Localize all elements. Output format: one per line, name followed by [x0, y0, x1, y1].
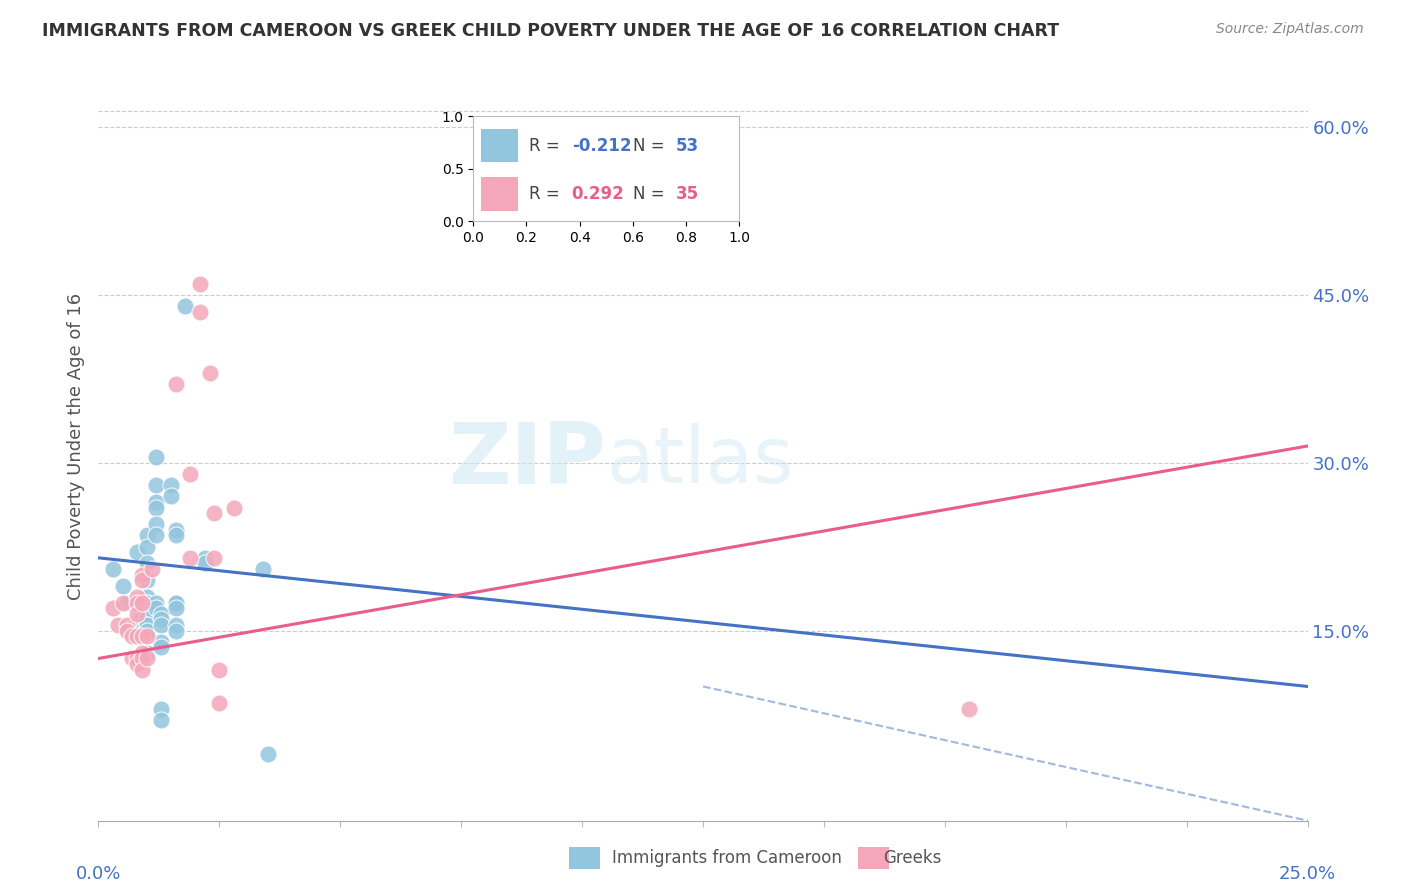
- Point: [145, 500, 167, 515]
- Text: IMMIGRANTS FROM CAMEROON VS GREEK CHILD POVERTY UNDER THE AGE OF 16 CORRELATION : IMMIGRANTS FROM CAMEROON VS GREEK CHILD …: [42, 22, 1059, 40]
- Point: [127, 590, 149, 604]
- Point: [127, 657, 149, 671]
- Point: [131, 607, 153, 621]
- Point: [174, 299, 197, 313]
- Point: [165, 596, 187, 610]
- Point: [127, 629, 149, 643]
- Point: [135, 573, 157, 587]
- Point: [111, 596, 134, 610]
- Point: [145, 450, 167, 465]
- Point: [198, 367, 221, 381]
- Point: [135, 629, 157, 643]
- Point: [135, 528, 157, 542]
- Point: [150, 607, 173, 621]
- Point: [194, 550, 217, 565]
- Point: [150, 618, 173, 632]
- Text: Source: ZipAtlas.com: Source: ZipAtlas.com: [1216, 22, 1364, 37]
- Point: [117, 618, 139, 632]
- Point: [135, 651, 157, 665]
- Point: [135, 646, 157, 660]
- Point: [127, 596, 149, 610]
- Point: [135, 601, 157, 615]
- Point: [131, 651, 153, 665]
- Point: [252, 562, 274, 576]
- Point: [131, 624, 153, 638]
- Point: [127, 596, 149, 610]
- Point: [145, 495, 167, 509]
- Point: [131, 618, 153, 632]
- Point: [204, 506, 226, 520]
- Point: [150, 702, 173, 716]
- Point: [135, 557, 157, 571]
- Text: Immigrants from Cameroon: Immigrants from Cameroon: [612, 849, 841, 867]
- Point: [131, 567, 153, 582]
- Point: [131, 573, 153, 587]
- Point: [160, 489, 183, 503]
- Point: [135, 596, 157, 610]
- Point: [135, 540, 157, 554]
- Point: [107, 618, 129, 632]
- Point: [135, 624, 157, 638]
- Point: [145, 478, 167, 492]
- Point: [135, 590, 157, 604]
- Point: [135, 607, 157, 621]
- Point: [179, 467, 201, 481]
- Point: [165, 601, 187, 615]
- Point: [145, 601, 167, 615]
- Point: [150, 640, 173, 655]
- Point: [131, 646, 153, 660]
- Point: [141, 562, 163, 576]
- Point: [131, 612, 153, 626]
- Point: [165, 528, 187, 542]
- Point: [131, 629, 153, 643]
- Point: [135, 618, 157, 632]
- Point: [160, 478, 183, 492]
- Point: [165, 377, 187, 392]
- Text: ZIP: ZIP: [449, 419, 606, 502]
- Point: [145, 517, 167, 532]
- Point: [165, 523, 187, 537]
- Y-axis label: Child Poverty Under the Age of 16: Child Poverty Under the Age of 16: [66, 293, 84, 599]
- Point: [135, 607, 157, 621]
- Point: [135, 612, 157, 626]
- Point: [101, 601, 124, 615]
- Point: [127, 651, 149, 665]
- Point: [208, 696, 231, 710]
- Point: [165, 624, 187, 638]
- Point: [188, 305, 211, 319]
- Point: [135, 596, 157, 610]
- Point: [179, 550, 201, 565]
- Point: [111, 579, 134, 593]
- Point: [121, 629, 143, 643]
- Text: Greeks: Greeks: [883, 849, 942, 867]
- Text: atlas: atlas: [606, 423, 794, 499]
- Point: [222, 500, 245, 515]
- Point: [117, 624, 139, 638]
- Point: [204, 550, 226, 565]
- Point: [150, 612, 173, 626]
- Point: [101, 562, 124, 576]
- Point: [957, 702, 980, 716]
- Point: [145, 596, 167, 610]
- Point: [150, 634, 173, 648]
- Point: [117, 596, 139, 610]
- Point: [165, 618, 187, 632]
- Point: [145, 528, 167, 542]
- Point: [127, 545, 149, 559]
- Point: [165, 596, 187, 610]
- Point: [131, 596, 153, 610]
- Point: [131, 663, 153, 677]
- Point: [208, 663, 231, 677]
- Text: 0.0%: 0.0%: [76, 865, 121, 883]
- Point: [256, 747, 278, 761]
- Point: [127, 607, 149, 621]
- Point: [121, 651, 143, 665]
- Point: [150, 713, 173, 727]
- Text: 25.0%: 25.0%: [1279, 865, 1336, 883]
- Point: [135, 618, 157, 632]
- Point: [194, 557, 217, 571]
- Point: [188, 277, 211, 291]
